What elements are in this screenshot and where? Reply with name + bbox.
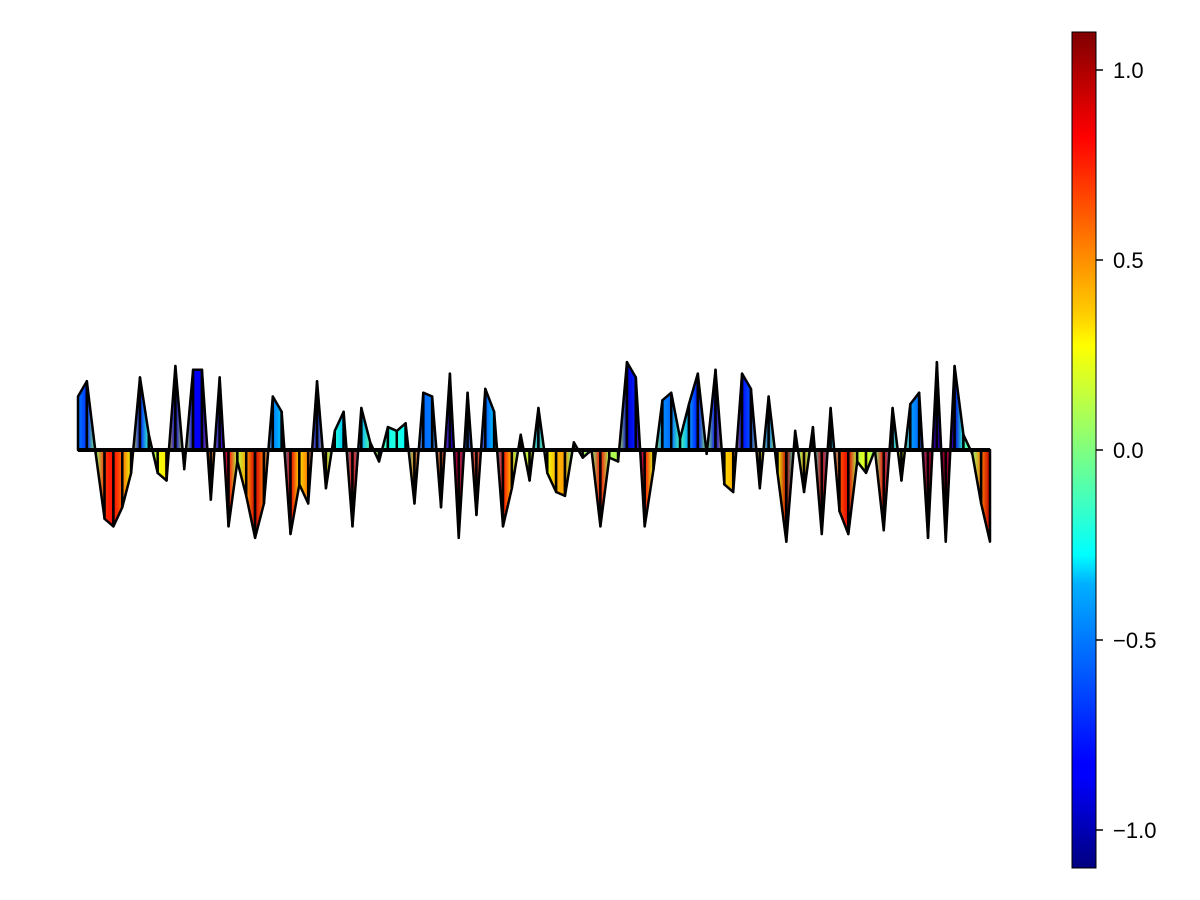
area-segment bbox=[678, 402, 691, 452]
area-segment bbox=[528, 406, 540, 482]
area-segment bbox=[236, 448, 248, 498]
area-segment bbox=[129, 376, 142, 475]
area-segment bbox=[891, 406, 903, 482]
area-segment bbox=[333, 410, 345, 452]
colorbar-tick-label: 0.5 bbox=[1113, 248, 1144, 273]
area-segment bbox=[847, 448, 859, 536]
area-segment bbox=[785, 429, 797, 543]
area-segment bbox=[156, 448, 168, 482]
area-segment bbox=[386, 425, 399, 452]
area-segment bbox=[342, 410, 354, 528]
area-segment bbox=[767, 395, 779, 475]
area-segment bbox=[76, 379, 89, 452]
area-segment bbox=[147, 433, 159, 475]
area-segment bbox=[404, 422, 416, 505]
area-segment bbox=[873, 448, 885, 532]
area-segment bbox=[811, 425, 824, 536]
colorbar-tick-label: 0.0 bbox=[1113, 438, 1144, 463]
area-segment bbox=[289, 448, 301, 536]
area-segment bbox=[209, 376, 221, 501]
area-segment bbox=[271, 395, 283, 452]
area-segment bbox=[554, 448, 567, 498]
area-segment bbox=[705, 368, 717, 456]
area-segment bbox=[953, 364, 965, 452]
area-segment bbox=[838, 448, 850, 536]
area-segment bbox=[900, 402, 912, 482]
area-segment bbox=[306, 379, 319, 505]
area-segment bbox=[687, 372, 700, 452]
area-segment bbox=[492, 410, 505, 528]
area-segment bbox=[864, 448, 877, 475]
area-segment bbox=[191, 368, 204, 452]
area-segment bbox=[227, 448, 239, 528]
area-segment bbox=[466, 391, 478, 517]
area-segment bbox=[749, 387, 762, 490]
colorbar-gradient bbox=[1071, 31, 1097, 869]
area-segment bbox=[165, 364, 177, 482]
area-segment bbox=[669, 391, 682, 452]
area-segment bbox=[625, 360, 638, 452]
area-segment bbox=[652, 399, 664, 471]
area-segment bbox=[501, 448, 514, 528]
area-segment bbox=[253, 448, 266, 540]
area-segment bbox=[298, 448, 310, 505]
colorbar-tick-label: 1.0 bbox=[1113, 58, 1144, 83]
area-segment bbox=[422, 391, 434, 452]
area-segment bbox=[395, 422, 407, 452]
area-segment bbox=[351, 406, 363, 528]
area-segment bbox=[979, 448, 992, 543]
area-segment bbox=[944, 364, 956, 543]
area-segment bbox=[776, 448, 788, 543]
area-segment bbox=[377, 425, 390, 463]
area-segment bbox=[85, 379, 97, 456]
area-segment bbox=[696, 372, 708, 456]
area-segment bbox=[112, 448, 124, 528]
area-segment bbox=[183, 368, 195, 471]
area-segment bbox=[546, 448, 558, 494]
area-segment bbox=[448, 372, 460, 540]
area-segment bbox=[855, 448, 868, 475]
area-segment bbox=[200, 368, 213, 501]
colorbar: −1.0 −0.5 0.0 0.5 1.0 bbox=[1071, 31, 1156, 869]
colorbar-tick-label: −0.5 bbox=[1113, 628, 1156, 653]
area-segment bbox=[793, 429, 806, 494]
area-segment bbox=[94, 448, 106, 521]
area-segment bbox=[723, 448, 735, 494]
area-segment bbox=[484, 387, 496, 452]
area-segment bbox=[244, 448, 257, 540]
area-segment bbox=[599, 448, 611, 528]
area-segment bbox=[590, 448, 602, 528]
area-segment bbox=[121, 448, 133, 509]
area-segment bbox=[731, 372, 744, 494]
area-segment bbox=[909, 391, 921, 452]
area-segment bbox=[820, 406, 832, 536]
area-segment bbox=[917, 391, 930, 540]
area-segment bbox=[510, 433, 522, 490]
area-segment bbox=[661, 391, 673, 452]
area-segment bbox=[714, 368, 726, 486]
area-segment bbox=[457, 391, 469, 540]
area-segment bbox=[103, 448, 115, 528]
colorbar-ticks: −1.0 −0.5 0.0 0.5 1.0 bbox=[1096, 58, 1156, 843]
area-segment bbox=[740, 372, 753, 452]
area-segment bbox=[138, 376, 151, 452]
area-segment bbox=[519, 433, 531, 482]
area-segment bbox=[882, 406, 894, 532]
area-segment bbox=[280, 410, 292, 536]
area-segment bbox=[643, 448, 655, 528]
colorbar-tick-label: −1.0 bbox=[1113, 818, 1156, 843]
area-segment bbox=[802, 425, 815, 494]
area-segment bbox=[315, 379, 328, 490]
area-segment bbox=[537, 406, 549, 475]
area-segment bbox=[758, 395, 770, 490]
area-segment bbox=[324, 429, 337, 490]
area-segment bbox=[360, 406, 372, 452]
area-segment bbox=[616, 360, 629, 463]
area-segment bbox=[829, 406, 841, 513]
area-segment bbox=[439, 372, 452, 509]
area-segment bbox=[174, 364, 186, 471]
area-segment bbox=[971, 448, 983, 505]
